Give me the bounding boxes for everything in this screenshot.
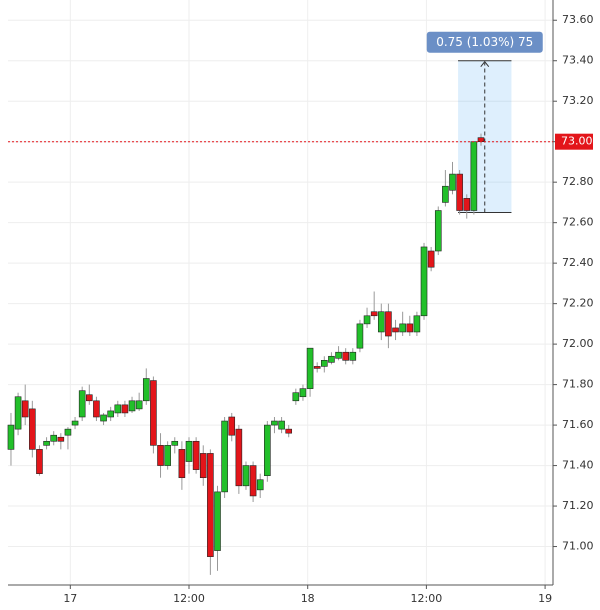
- y-tick-label: 71.60: [562, 418, 594, 431]
- candle-body: [477, 137, 485, 142]
- candle-body: [313, 366, 321, 369]
- candle-body: [242, 465, 250, 487]
- candle-body: [29, 408, 36, 450]
- candle-body: [413, 315, 421, 333]
- y-tick-label: 71.40: [562, 459, 594, 472]
- candle-body: [157, 445, 164, 466]
- candle-body: [427, 250, 435, 268]
- candle-body: [71, 420, 79, 426]
- candle-body: [178, 449, 186, 479]
- candle-body: [185, 440, 193, 462]
- candle-body: [321, 360, 328, 367]
- candle-body: [406, 323, 414, 333]
- candle-body: [392, 327, 399, 333]
- candle-body: [107, 410, 114, 418]
- candle-body: [356, 323, 364, 349]
- y-tick-label: 72.80: [562, 175, 594, 188]
- candle-body: [463, 198, 471, 211]
- candle-body: [363, 315, 371, 325]
- candle-body: [434, 210, 442, 252]
- candle-body: [199, 453, 207, 479]
- x-tick-label: 19: [538, 592, 552, 605]
- candle-body: [299, 388, 307, 398]
- measure-label: 0.75 (1.03%) 75: [436, 35, 533, 49]
- candle-body: [36, 449, 43, 474]
- candle-body: [171, 440, 179, 446]
- candle-body: [249, 465, 257, 497]
- candle-body: [93, 400, 100, 418]
- candle-body: [207, 453, 214, 557]
- x-tick-label: 18: [301, 592, 315, 605]
- measure-label-bg: [426, 31, 543, 53]
- last-price-label: 73.00: [561, 135, 593, 148]
- candle-body: [21, 400, 29, 418]
- candle-body: [57, 436, 65, 442]
- candle-body: [470, 141, 478, 211]
- candle-body: [150, 380, 157, 446]
- candle-body: [256, 479, 264, 491]
- candle-body: [78, 390, 86, 418]
- x-tick-label: 17: [63, 592, 77, 605]
- x-tick-label: 12:00: [411, 592, 443, 605]
- candle-body: [7, 424, 15, 450]
- candle-body: [399, 323, 406, 333]
- candle-body: [235, 428, 243, 487]
- y-tick-label: 72.60: [562, 216, 594, 229]
- y-tick-label: 71.20: [562, 499, 594, 512]
- candle-body: [128, 400, 136, 412]
- candle-body: [114, 404, 122, 414]
- candle-body: [420, 246, 428, 317]
- candle-body: [14, 396, 22, 430]
- candle-body: [142, 378, 150, 402]
- candle-body: [228, 416, 236, 436]
- candle-body: [342, 351, 349, 361]
- y-tick-label: 73.60: [562, 13, 594, 26]
- candle-body: [164, 445, 171, 466]
- candle-body: [214, 491, 221, 551]
- candle-body: [442, 185, 449, 203]
- y-tick-label: 72.20: [562, 297, 594, 310]
- candle-body: [385, 311, 392, 337]
- x-tick-label: 12:00: [173, 592, 205, 605]
- candle-body: [278, 420, 285, 430]
- candle-body: [50, 434, 57, 442]
- candle-body: [121, 404, 129, 414]
- candle-body: [335, 351, 342, 359]
- candle-body: [43, 440, 50, 446]
- candle-body: [306, 347, 314, 389]
- candle-body: [292, 392, 300, 402]
- y-tick-label: 71.80: [562, 378, 594, 391]
- candle-body: [264, 424, 271, 476]
- y-tick-label: 72.00: [562, 337, 594, 350]
- y-tick-label: 71.00: [562, 540, 594, 553]
- candle-body: [449, 173, 456, 191]
- y-tick-label: 73.40: [562, 54, 594, 67]
- candle-body: [377, 311, 385, 333]
- candle-body: [64, 428, 72, 436]
- candle-body: [221, 420, 228, 493]
- candle-body: [328, 355, 335, 363]
- candle-body: [349, 351, 357, 361]
- candle-body: [135, 400, 143, 410]
- y-tick-label: 72.40: [562, 256, 594, 269]
- candle-body: [370, 311, 378, 317]
- candle-body: [456, 173, 463, 211]
- y-tick-label: 73.20: [562, 94, 594, 107]
- candle-body: [100, 414, 107, 422]
- candle-body: [271, 420, 278, 426]
- last-price-label-bg: [555, 133, 593, 150]
- candle-body: [86, 394, 93, 402]
- candle-body: [192, 440, 200, 470]
- measure-arrowhead: [480, 60, 490, 68]
- candle-body: [285, 428, 293, 434]
